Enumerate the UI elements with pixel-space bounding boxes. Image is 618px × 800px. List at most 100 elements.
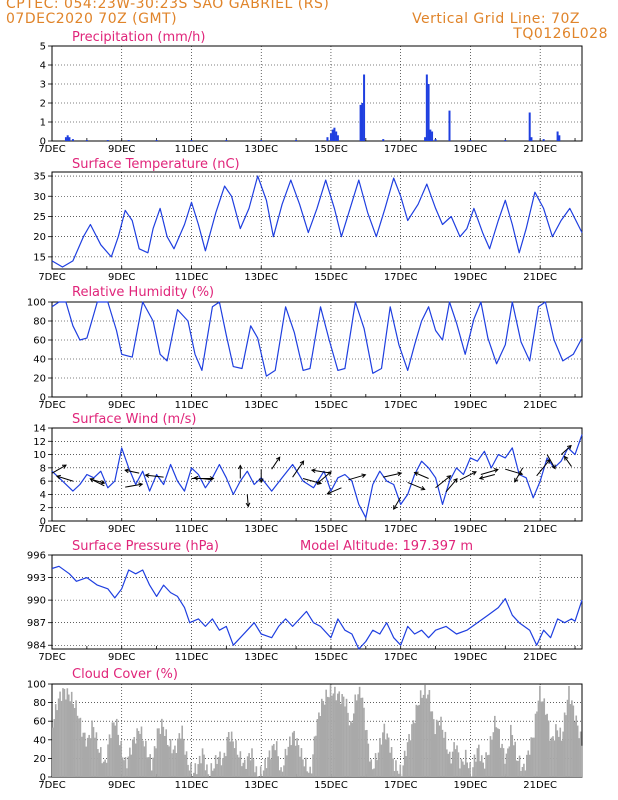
- cloud-cover-bar: [211, 770, 214, 777]
- temp-x-tick-label: 19DEC: [454, 272, 488, 283]
- cloud-cover-bar: [97, 749, 99, 777]
- cloud-cover-bar: [511, 734, 514, 777]
- wind-vector-shaft: [327, 487, 342, 495]
- pres-y-tick-label: 984: [27, 641, 46, 652]
- cloud-cover-bar: [104, 759, 106, 777]
- cloud-cover-bar: [63, 688, 66, 777]
- cloud-cover-bar: [408, 734, 410, 777]
- cloud-cover-bar: [59, 691, 61, 777]
- temp-x-tick-label: 9DEC: [108, 272, 135, 283]
- cloud-cover-bar: [438, 725, 441, 777]
- cloud-cover-bar: [379, 737, 381, 777]
- wind-vector-head: [89, 478, 95, 483]
- cloud-cover-bar: [194, 763, 197, 777]
- cloud-cover-bar: [101, 763, 104, 777]
- cloud-cover-bar: [576, 725, 579, 777]
- cloud-y-tick-label: 20: [33, 754, 46, 765]
- cloud-x-tick-label: 11DEC: [175, 780, 209, 791]
- cloud-cover-bar: [72, 703, 74, 777]
- cloud-cover-bar: [348, 725, 351, 777]
- cloud-cover-bar: [443, 737, 445, 777]
- cloud-cover-bar: [297, 745, 300, 777]
- cloud-cover-bar: [203, 754, 205, 777]
- pres-x-tick-label: 13DEC: [244, 652, 278, 663]
- wind-x-tick-label: 15DEC: [314, 524, 348, 535]
- cloud-cover-bar: [146, 757, 149, 777]
- cloud-cover-bar: [274, 750, 277, 777]
- cloud-cover-bar: [108, 734, 111, 777]
- cloud-cover-bar: [315, 735, 317, 777]
- cloud-cover-bar: [549, 740, 551, 777]
- precip-title: Precipitation (mm/h): [72, 30, 205, 45]
- cloud-cover-bar: [230, 731, 233, 777]
- cloud-cover-bar: [255, 766, 258, 777]
- cloud-cover-bar: [149, 754, 152, 777]
- cloud-cover-bar: [277, 756, 279, 777]
- temp-x-tick-label: 13DEC: [244, 272, 278, 283]
- wind-vector-head: [258, 478, 264, 484]
- cloud-cover-bar: [313, 736, 316, 777]
- cloud-cover-bar: [334, 686, 336, 777]
- cloud-cover-bar: [232, 741, 234, 777]
- precip-bar: [359, 104, 362, 141]
- precip-bar: [530, 137, 533, 141]
- cloud-cover-bar: [581, 745, 583, 777]
- wind-vector-shaft: [292, 460, 305, 478]
- cloud-cover-bar: [453, 742, 455, 777]
- wind-vector-shaft: [564, 456, 572, 467]
- cloud-cover-bar: [81, 736, 83, 777]
- wind-vector-shaft: [348, 474, 366, 481]
- cloud-cover-bar: [466, 762, 468, 777]
- precip-bar: [558, 135, 561, 141]
- pres-y-tick-label: 990: [27, 596, 46, 607]
- wind-vector-shaft: [479, 474, 495, 479]
- cloud-cover-bar: [409, 740, 412, 777]
- cloud-cover-bar: [136, 728, 138, 777]
- cloud-cover-bar: [441, 729, 444, 777]
- pres-x-tick-label: 11DEC: [175, 652, 209, 663]
- cloud-cover-bar: [242, 762, 245, 777]
- cloud-cover-bar: [143, 746, 146, 777]
- cloud-cover-bar: [236, 754, 239, 777]
- cloud-cover-bar: [504, 763, 506, 777]
- precip-bar: [427, 84, 430, 141]
- cloud-cover-bar: [245, 768, 247, 777]
- cloud-cover-bar: [432, 719, 435, 777]
- precip-bar: [361, 103, 364, 141]
- cloud-cover-bar: [387, 737, 390, 777]
- cloud-cover-bar: [518, 755, 521, 777]
- temp-y-tick-label: 20: [33, 232, 46, 243]
- wind-vector-head: [397, 471, 403, 477]
- pres-x-tick-label: 7DEC: [38, 652, 65, 663]
- wind-y-tick-label: 12: [33, 437, 46, 448]
- wind-vector-shaft: [90, 478, 105, 487]
- wind-vector-shaft: [514, 467, 524, 483]
- precip-bar: [363, 74, 366, 141]
- wind-vector-shaft: [383, 472, 402, 478]
- temp-series-line: [51, 175, 583, 268]
- cloud-cover-bar: [318, 712, 320, 777]
- wind-vector-head: [446, 475, 452, 480]
- precip-bar: [434, 139, 437, 141]
- wind-vector-shaft: [414, 472, 429, 479]
- cloud-title: Cloud Cover (%): [72, 667, 178, 682]
- cloud-cover-bar: [82, 732, 85, 777]
- cloud-cover-bar: [329, 685, 332, 777]
- cloud-cover-bar: [444, 731, 447, 777]
- cloud-cover-bar: [448, 751, 451, 777]
- cloud-cover-bar: [499, 747, 502, 777]
- cloud-cover-bar: [200, 763, 202, 777]
- cloud-cover-bar: [569, 704, 572, 777]
- cloud-cover-bar: [447, 753, 450, 777]
- cloud-cover-bar: [344, 706, 346, 777]
- wind-vector-head: [193, 475, 199, 481]
- cloud-cover-bar: [403, 750, 406, 777]
- cloud-cover-bar: [220, 765, 223, 777]
- precip-y-tick-label: 1: [40, 118, 46, 129]
- cloud-cover-bar: [323, 704, 326, 777]
- cloud-cover-bar: [316, 719, 319, 777]
- wind-x-tick-label: 13DEC: [244, 524, 278, 535]
- cloud-cover-bar: [271, 745, 274, 777]
- cloud-y-tick-label: 40: [33, 735, 46, 746]
